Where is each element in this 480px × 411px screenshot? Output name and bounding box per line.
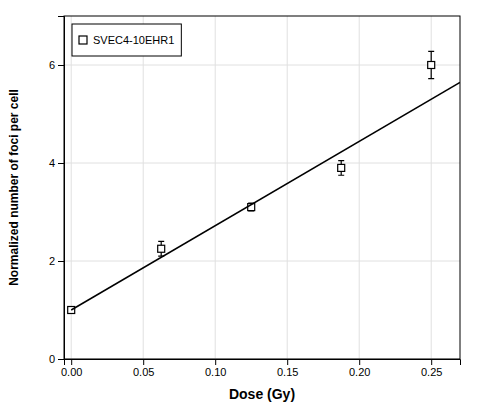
tick-mark [431,359,432,365]
tick-label: 0.00 [61,366,82,378]
grid-line [359,16,360,359]
error-bar [428,51,434,78]
tick-label: 0.25 [421,366,442,378]
tick-label: 2 [49,255,55,267]
tick-mark [215,359,216,365]
marks [68,51,460,313]
tick-label: 0.05 [133,366,154,378]
x-axis: 0.00 0.05 0.10 0.15 0.20 0.25 [61,359,461,378]
point [158,245,165,252]
grid-line [64,163,460,164]
axis-line [65,360,461,366]
tick-mark [71,359,72,365]
tick: 0 [49,353,64,365]
tick-mark [359,359,360,365]
tick: 0.05 [133,359,154,378]
tick: 0.20 [349,359,370,378]
legend-frame [72,24,181,56]
tick-mark [58,261,64,262]
point [428,62,435,69]
y-axis-title: Normalized number of foci per cell [7,89,21,286]
tick: 0.10 [205,359,226,378]
grid-line [215,16,216,359]
tick-label: 6 [49,59,55,71]
legend-label: SVEC4-10EHR1 [93,34,174,46]
tick-label: 0 [49,353,55,365]
tick: 2 [49,255,64,267]
tick-label: 0.10 [205,366,226,378]
tick-mark [143,359,144,365]
error-bar [158,241,164,256]
tick-label: 4 [49,157,55,169]
grid-line [287,16,288,359]
tick: 0.25 [421,359,442,378]
y-axis: 0 2 4 6 [49,17,65,366]
tick: 4 [49,157,64,169]
point [338,164,345,171]
tick-mark [58,65,64,66]
tick-mark [58,359,64,360]
tick: 6 [49,59,64,71]
legend-symbol [79,36,87,44]
tick-label: 0.20 [349,366,370,378]
grid-line [64,65,460,66]
tick-label: 0.15 [277,366,298,378]
grid [64,16,460,359]
plot-frame [64,16,460,359]
tick-mark [287,359,288,365]
tick: 0.00 [61,359,82,378]
tick: 0.15 [277,359,298,378]
legend: SVEC4-10EHR1 [72,24,181,56]
grid-line [143,16,144,359]
tick-mark [58,163,64,164]
chart: 0.00 0.05 0.10 0.15 0.20 0.25 0 2 4 6 Dose (Gy) Nor… [0,0,480,411]
error-bar [338,161,344,176]
axis-line [58,17,65,360]
grid-line [64,261,460,262]
x-axis-title: Dose (Gy) [229,386,295,402]
fit-line [71,82,460,310]
